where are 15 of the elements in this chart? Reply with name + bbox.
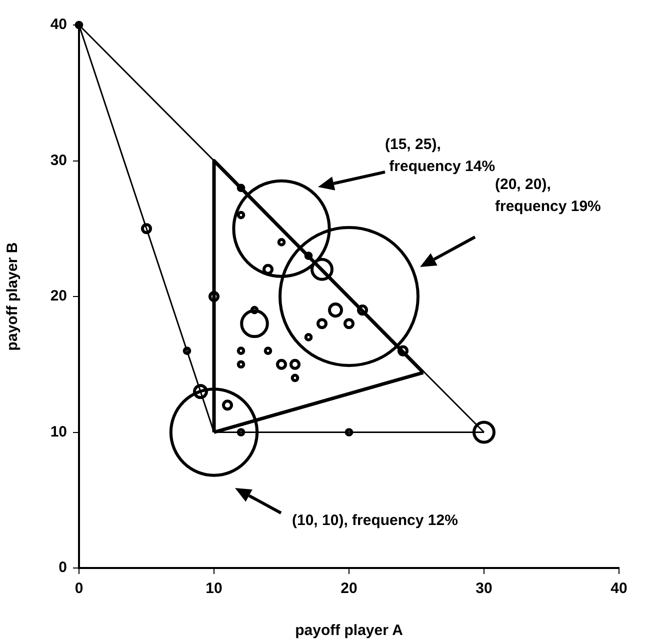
y-tick-label: 30 [50,152,67,169]
annotation: (10, 10), frequency 12% [292,512,458,530]
x-axis-title: payoff player A [295,622,404,640]
x-tick-label: 20 [340,580,358,598]
annotation: (20, 20), frequency 19% [495,176,601,216]
y-tick-label: 20 [50,288,67,305]
y-tick-label: 0 [58,559,67,576]
x-tick-label: 30 [476,580,492,598]
y-tick-label: 10 [50,423,67,440]
annotation: (15, 25), frequency 14% [385,136,496,176]
x-tick-label: 0 [74,580,84,598]
x-tick-label: 40 [610,580,628,598]
y-tick-label: 40 [50,16,67,34]
x-tick-label: 10 [206,580,222,598]
y-axis-title: payoff player B [4,242,22,351]
